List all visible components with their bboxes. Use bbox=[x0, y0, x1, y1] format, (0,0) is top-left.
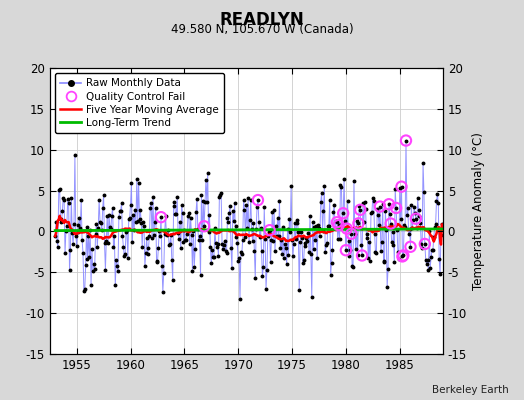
Point bbox=[254, 197, 262, 203]
Point bbox=[342, 247, 350, 254]
Point bbox=[392, 205, 400, 211]
Point bbox=[406, 244, 414, 250]
Legend: Raw Monthly Data, Quality Control Fail, Five Year Moving Average, Long-Term Tren: Raw Monthly Data, Quality Control Fail, … bbox=[55, 73, 224, 133]
Point bbox=[354, 220, 363, 226]
Point bbox=[358, 252, 366, 259]
Point bbox=[356, 206, 364, 213]
Point bbox=[385, 201, 393, 208]
Text: READLYN: READLYN bbox=[220, 11, 304, 29]
Point bbox=[343, 226, 351, 232]
Text: Berkeley Earth: Berkeley Earth bbox=[432, 385, 508, 395]
Point bbox=[397, 184, 406, 190]
Point bbox=[157, 214, 165, 220]
Point bbox=[399, 252, 408, 258]
Point bbox=[412, 216, 420, 222]
Point bbox=[398, 253, 407, 260]
Point bbox=[402, 137, 410, 144]
Point bbox=[347, 230, 355, 237]
Point bbox=[200, 223, 209, 230]
Point bbox=[334, 222, 343, 228]
Point bbox=[339, 210, 347, 216]
Point bbox=[266, 227, 274, 233]
Point bbox=[421, 241, 429, 247]
Text: 49.580 N, 105.670 W (Canada): 49.580 N, 105.670 W (Canada) bbox=[171, 23, 353, 36]
Point bbox=[333, 219, 341, 226]
Y-axis label: Temperature Anomaly (°C): Temperature Anomaly (°C) bbox=[473, 132, 485, 290]
Point bbox=[387, 220, 395, 227]
Point bbox=[376, 203, 384, 210]
